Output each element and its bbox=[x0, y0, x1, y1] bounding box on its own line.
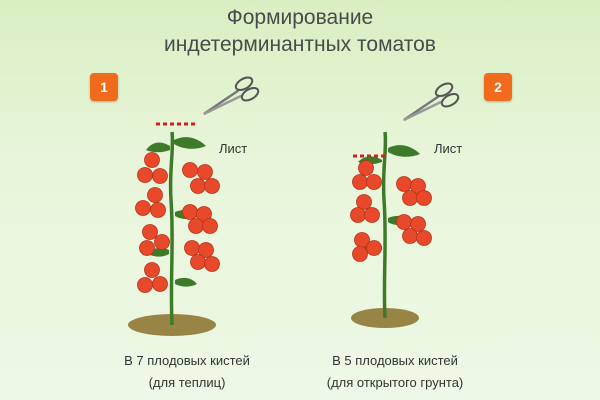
panel-2-plant bbox=[350, 131, 432, 328]
panel-1-stem-icon bbox=[168, 131, 175, 326]
title-line-2: индетерминантных томатов bbox=[164, 33, 436, 56]
panel-1-fruit-clusters bbox=[135, 152, 220, 293]
panel-1-leaf-label: Лист bbox=[219, 141, 248, 156]
panel-2-caption-line-1: В 5 плодовых кистей bbox=[332, 353, 458, 368]
diagram-title: Формирование индетерминантных томатов bbox=[0, 4, 600, 58]
panel-1-badge: 1 bbox=[90, 73, 118, 101]
panel-2-leaf-label: Лист bbox=[434, 141, 463, 156]
panel-2-badge: 2 bbox=[484, 73, 512, 101]
title-line-1: Формирование bbox=[226, 6, 374, 29]
panel-1-caption-line-1: В 7 плодовых кистей bbox=[124, 353, 250, 368]
panel-2-caption-line-2: (для открытого грунта) bbox=[326, 375, 464, 390]
panel-1-caption-line-2: (для теплиц) bbox=[148, 375, 226, 390]
panel-2-caption: В 5 плодовых кистей (для открытого грунт… bbox=[295, 350, 495, 394]
panel-1-plant bbox=[128, 122, 220, 336]
panel-2-stem-icon bbox=[381, 131, 388, 319]
panel-1-caption: В 7 плодовых кистей (для теплиц) bbox=[87, 350, 287, 394]
panel-2-fruit-clusters bbox=[350, 160, 432, 262]
panel-2-scissors-icon bbox=[403, 82, 460, 122]
panel-1-scissors-icon bbox=[203, 76, 260, 116]
